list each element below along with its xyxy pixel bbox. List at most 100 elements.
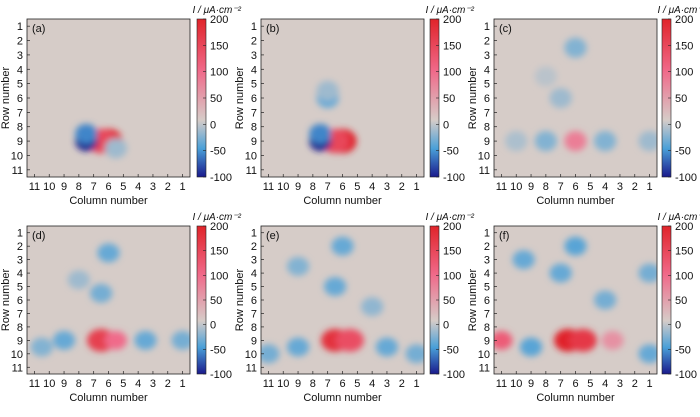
x-tick-label: 4 (602, 181, 608, 193)
y-tick-label: 10 (478, 150, 490, 162)
colorbar-tick-label: 0 (443, 119, 449, 131)
x-tick-label: 3 (384, 378, 390, 390)
heatmap-spot (638, 263, 657, 283)
colorbar-tick-label: -50 (210, 344, 226, 356)
x-tick-label: 11 (263, 181, 274, 193)
y-tick-label: 11 (479, 362, 490, 374)
x-tick-label: 2 (632, 181, 638, 193)
colorbar-label: I / μA·cm⁻² (657, 5, 700, 16)
heatmap-spot (375, 337, 399, 357)
x-tick-label: 3 (150, 181, 156, 193)
x-tick-label: 7 (558, 378, 564, 390)
heatmap-spot (512, 250, 535, 270)
heatmap-spot (594, 131, 617, 152)
panel-label: (d) (32, 230, 45, 242)
y-tick-label: 6 (17, 93, 23, 105)
x-tick-label: 11 (29, 378, 40, 390)
x-tick-label: 9 (295, 181, 301, 193)
x-tick-label: 10 (43, 378, 55, 390)
colorbar-tick-label: -100 (443, 172, 465, 184)
y-axis-label: Row number (0, 268, 12, 331)
x-tick-label: 7 (91, 181, 97, 193)
x-tick-label: 2 (399, 181, 405, 193)
y-tick-label: 4 (17, 64, 23, 76)
colorbar-tick-label: 200 (210, 14, 228, 26)
colorbar-tick-label: -100 (210, 172, 232, 184)
heatmap-spot (75, 123, 98, 144)
colorbar-tick-label: 50 (443, 93, 455, 105)
colorbar-tick-label: 100 (675, 270, 693, 282)
colorbar-tick-label: 200 (675, 14, 693, 26)
y-tick-label: 3 (251, 255, 257, 267)
panel-label: (b) (266, 23, 279, 35)
colorbar-tick-label: -100 (443, 369, 465, 381)
x-tick-label: 10 (277, 181, 289, 193)
x-tick-label: 8 (76, 181, 82, 193)
x-axis-label: Column number (69, 392, 148, 404)
colorbar-label: I / μA·cm⁻² (657, 212, 700, 223)
y-axis-label: Row number (234, 66, 246, 129)
x-tick-label: 5 (120, 378, 126, 390)
colorbar-tick-label: 100 (675, 67, 693, 79)
heatmap-spots (494, 236, 657, 364)
colorbar-tick-label: 50 (210, 295, 222, 307)
x-tick-label: 10 (277, 378, 289, 390)
heatmap-spot (323, 277, 347, 296)
colorbar-tick-label: 0 (443, 320, 449, 332)
colorbar-tick-label: 200 (443, 221, 461, 233)
y-tick-label: 6 (484, 93, 490, 105)
x-tick-label: 3 (617, 378, 623, 390)
y-tick-label: 4 (251, 268, 257, 280)
colorbar-tick-label: 200 (210, 221, 228, 233)
x-tick-label: 6 (105, 378, 111, 390)
colorbar-tick-label: -100 (210, 369, 232, 381)
y-tick-label: 7 (484, 107, 490, 119)
colorbar-tick-label: 0 (210, 320, 216, 332)
x-tick-label: 7 (558, 181, 564, 193)
heatmap-spot (568, 328, 597, 352)
y-tick-label: 5 (484, 79, 490, 91)
x-tick-label: 4 (369, 181, 375, 193)
y-tick-label: 5 (251, 282, 257, 294)
x-tick-label: 5 (354, 181, 360, 193)
x-tick-label: 2 (165, 378, 171, 390)
x-tick-label: 6 (105, 181, 111, 193)
heatmap-spot (494, 330, 513, 350)
y-tick-label: 3 (484, 255, 490, 267)
x-tick-label: 3 (384, 181, 390, 193)
y-tick-label: 6 (484, 295, 490, 307)
y-axis-label: Row number (467, 66, 479, 129)
y-tick-label: 11 (12, 165, 23, 177)
y-tick-label: 2 (251, 241, 257, 253)
x-tick-label: 10 (510, 181, 522, 193)
x-tick-label: 8 (543, 181, 549, 193)
y-tick-label: 11 (479, 165, 490, 177)
y-tick-label: 3 (17, 50, 23, 62)
colorbar-label: I / μA·cm⁻² (425, 212, 474, 223)
colorbar-tick-label: 150 (210, 246, 228, 258)
x-tick-label: 6 (339, 181, 345, 193)
colorbar-tick-label: -100 (675, 369, 697, 381)
x-tick-label: 1 (180, 181, 186, 193)
colorbar-tick-label: 150 (675, 246, 693, 258)
colorbar-tick-label: 0 (210, 119, 216, 131)
colorbar-tick-label: 150 (443, 246, 461, 258)
y-tick-label: 6 (17, 295, 23, 307)
colorbar-tick-label: 150 (210, 40, 228, 52)
y-tick-label: 5 (484, 282, 490, 294)
x-tick-label: 6 (572, 181, 578, 193)
y-tick-label: 7 (484, 308, 490, 320)
colorbar-tick-label: 100 (210, 270, 228, 282)
colorbar-tick-label: -50 (675, 146, 691, 158)
colorbar-tick-label: 150 (443, 40, 461, 52)
y-tick-label: 1 (251, 21, 257, 33)
x-tick-label: 7 (325, 181, 331, 193)
y-tick-label: 2 (17, 36, 23, 48)
y-tick-label: 8 (484, 322, 490, 334)
y-tick-label: 1 (251, 228, 257, 240)
colorbar-label: I / μA·cm⁻² (192, 212, 241, 223)
y-axis-label: Row number (467, 268, 479, 331)
